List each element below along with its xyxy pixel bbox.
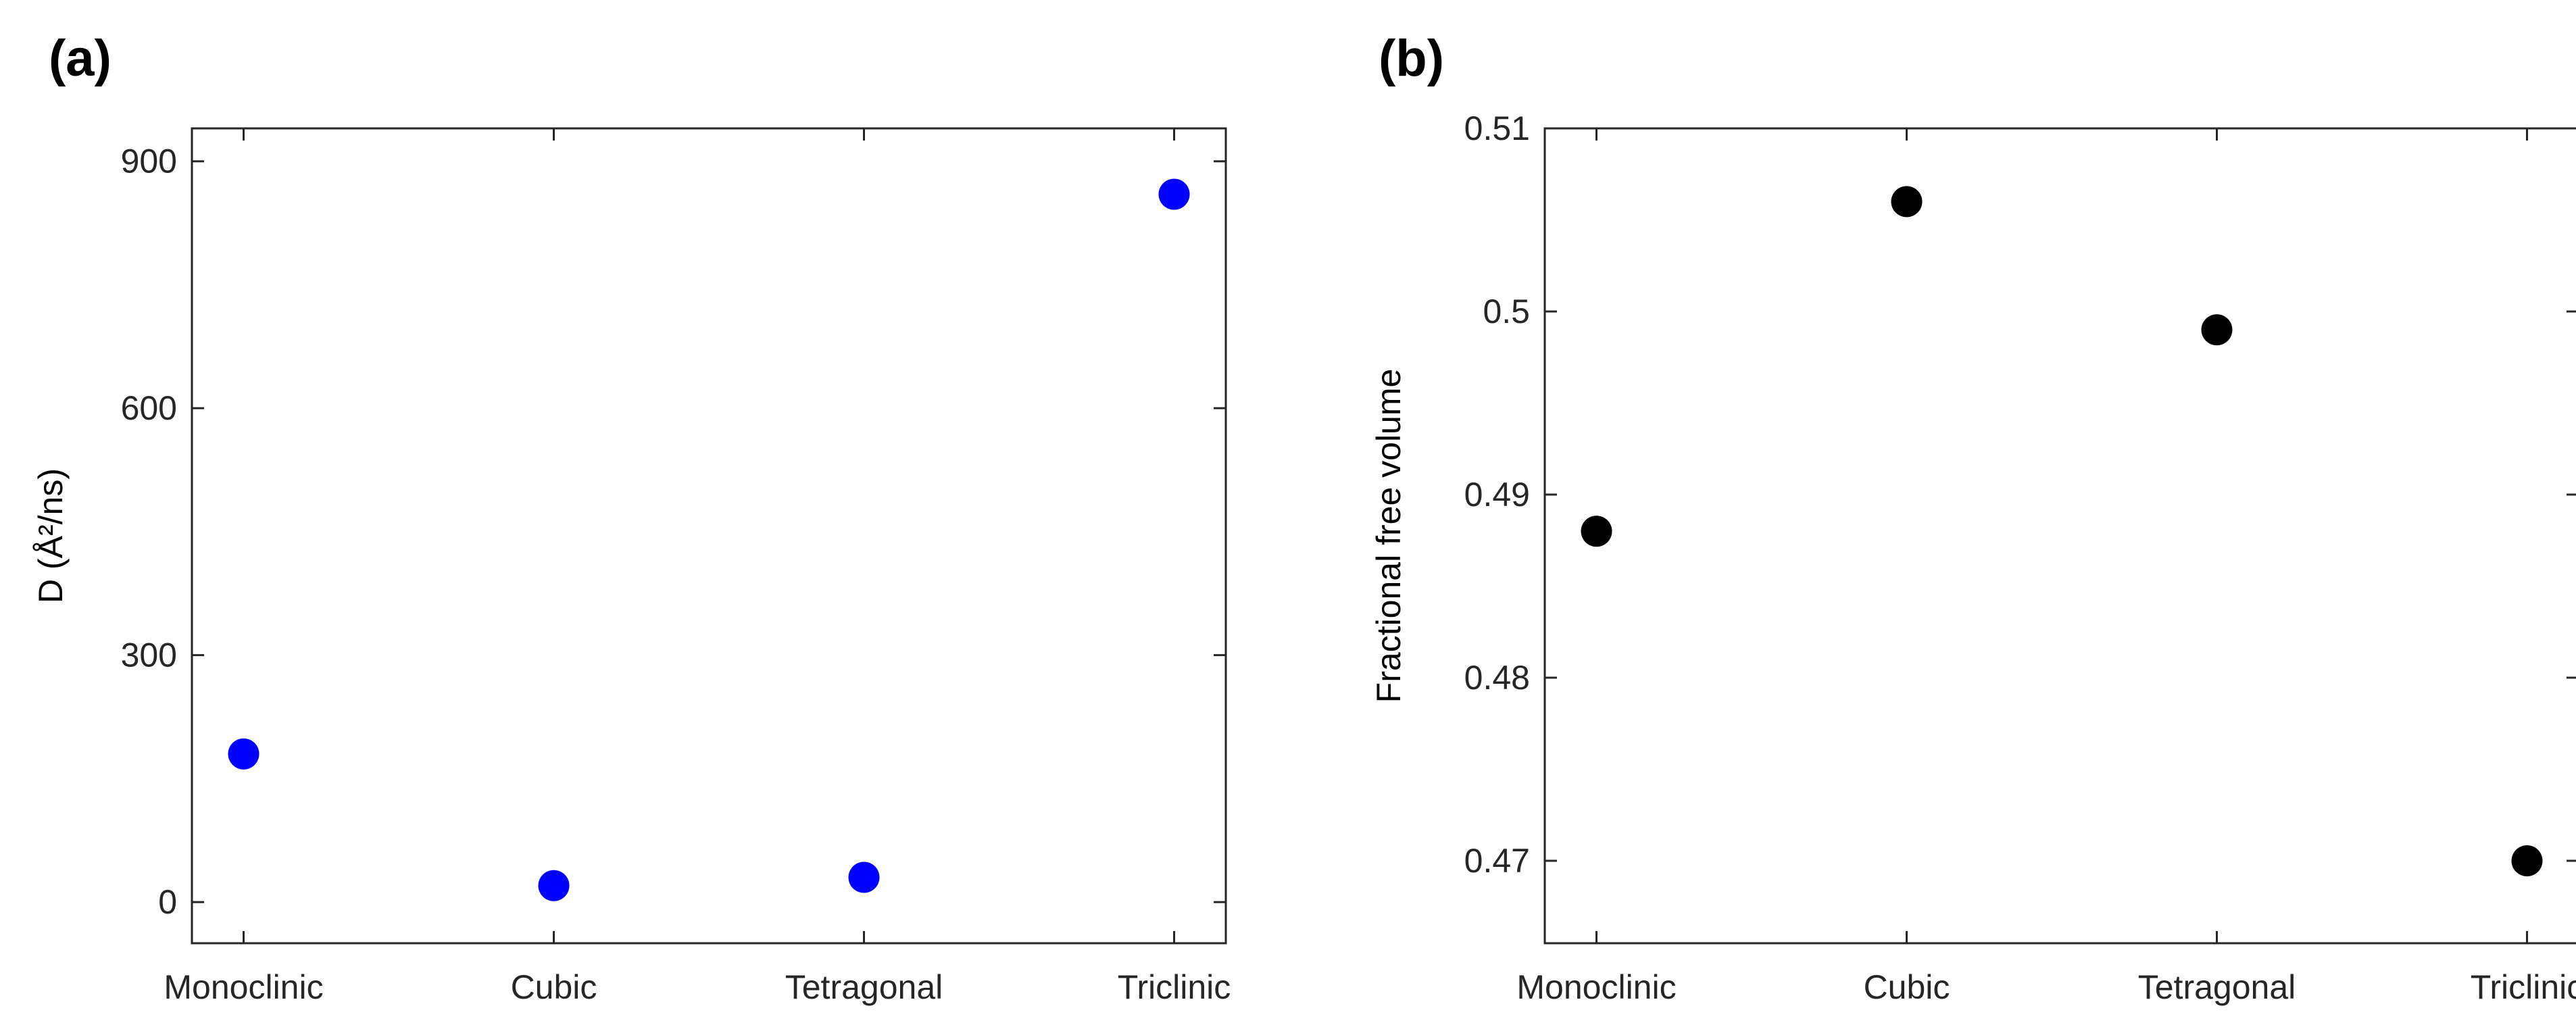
panel-b-data-point-triclinic bbox=[2511, 845, 2543, 877]
panel-a-ytick-label: 0 bbox=[158, 883, 177, 921]
panel-b-axes-box bbox=[1543, 127, 2576, 945]
panel-a-data-point-cubic bbox=[538, 870, 570, 901]
panel-b-data-point-monoclinic bbox=[1581, 516, 1612, 547]
panel-b-data-point-tetragonal bbox=[2201, 314, 2233, 346]
panel-b-ytick-label: 0.48 bbox=[1464, 659, 1530, 697]
panel-b-ylabel: Fractional free volume bbox=[1370, 369, 1408, 703]
panel-b-xtick-label: Cubic bbox=[1864, 968, 1950, 1006]
panel-a-xtick-label: Tetragonal bbox=[785, 968, 943, 1006]
panel-a: (a) D (Å²/ns) 0 300 600 900 Monoclinic Cubic T… bbox=[32, 30, 1231, 1006]
panel-a-data-point-triclinic bbox=[1158, 178, 1190, 210]
panel-a-xtick-label: Triclinic bbox=[1118, 968, 1231, 1006]
panel-a-ylabel: D (Å²/ns) bbox=[32, 468, 70, 603]
panel-b-data-point-cubic bbox=[1891, 186, 1923, 218]
panel-a-ytick-label: 600 bbox=[121, 389, 177, 427]
panel-b-ytick-label: 0.49 bbox=[1464, 476, 1530, 514]
panel-a-data-point-tetragonal bbox=[848, 861, 880, 893]
panel-a-label: (a) bbox=[49, 30, 112, 87]
panel-a-xtick-label: Monoclinic bbox=[164, 968, 323, 1006]
panel-b-xtick-label: Tetragonal bbox=[2138, 968, 2296, 1006]
panel-b-xtick-label: Triclinic bbox=[2471, 968, 2576, 1006]
panel-b-label: (b) bbox=[1379, 30, 1444, 87]
panel-a-data-point-monoclinic bbox=[228, 738, 259, 770]
panel-b-ytick-label: 0.47 bbox=[1464, 842, 1530, 880]
panel-a-ytick-label: 300 bbox=[121, 636, 177, 674]
panel-a-axes-box bbox=[191, 127, 1227, 945]
panel-b-ytick-label: 0.5 bbox=[1483, 293, 1530, 330]
panel-b-xtick-label: Monoclinic bbox=[1516, 968, 1676, 1006]
panel-a-ytick-label: 900 bbox=[121, 143, 177, 180]
panel-b-ytick-label: 0.51 bbox=[1464, 109, 1530, 147]
panel-b: (b) Fractional free volume 0.47 0.48 0.49 0… bbox=[1370, 30, 2576, 1006]
panel-a-xtick-label: Cubic bbox=[511, 968, 597, 1006]
